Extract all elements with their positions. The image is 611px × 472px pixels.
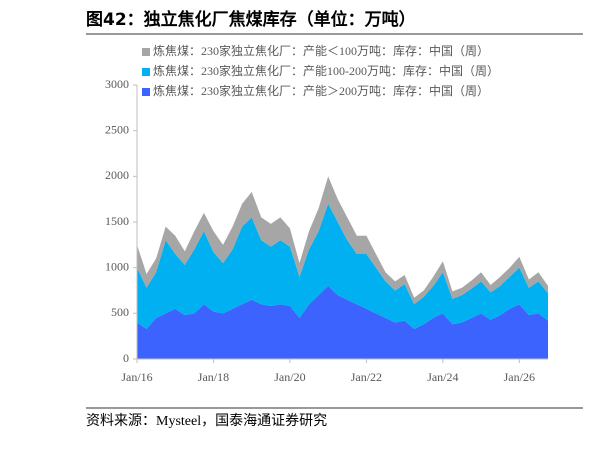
- source: 资料来源：Mysteel，国泰海通证券研究: [86, 413, 327, 429]
- x-tick-label: Jan/20: [274, 370, 305, 384]
- y-tick-label: 1500: [105, 214, 129, 228]
- x-tick-label: Jan/18: [198, 370, 229, 384]
- y-tick-label: 3000: [105, 77, 129, 91]
- x-tick-label: Jan/16: [121, 370, 152, 384]
- legend-label: 炼焦煤：230家独立焦化厂：产能＞200万吨：库存：中国（周）: [153, 83, 489, 98]
- area: [137, 176, 548, 305]
- legend-label: 炼焦煤：230家独立焦化厂：产能100-200万吨：库存：中国（周）: [153, 63, 499, 78]
- area: [137, 285, 548, 359]
- y-tick-label: 500: [111, 305, 129, 319]
- area: [137, 203, 548, 329]
- x-tick-label: Jan/22: [351, 370, 382, 384]
- legend-swatch: [142, 88, 150, 96]
- x-tick-label: Jan/26: [504, 370, 535, 384]
- legend-label: 炼焦煤：230家独立焦化厂：产能＜100万吨：库存：中国（周）: [153, 43, 489, 58]
- y-tick-label: 0: [123, 351, 129, 365]
- x-tick-label: Jan/24: [427, 370, 458, 384]
- y-tick-label: 1000: [105, 259, 129, 273]
- y-tick-label: 2000: [105, 168, 129, 182]
- chart-title: 图42：独立焦化厂焦煤库存（单位：万吨）: [86, 9, 416, 30]
- legend-swatch: [142, 48, 150, 56]
- legend-swatch: [142, 68, 150, 76]
- y-tick-label: 2500: [105, 122, 129, 136]
